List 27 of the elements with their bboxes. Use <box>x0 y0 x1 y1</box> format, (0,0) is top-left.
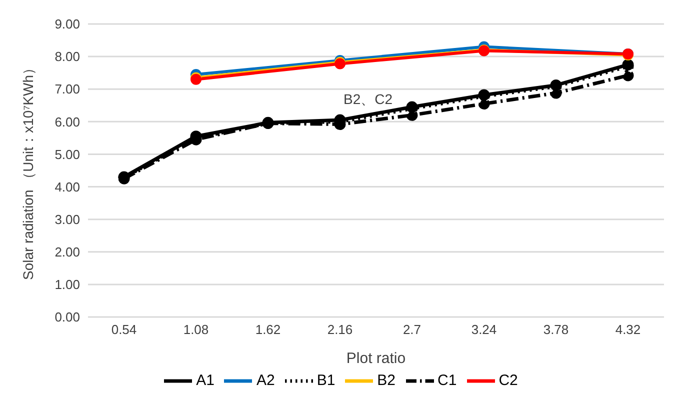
x-tick-label: 2.16 <box>327 322 353 338</box>
y-axis-title: Solar radiation （Unit：x10⁷KWh） <box>20 60 36 280</box>
y-tick-label: 7.00 <box>54 82 80 97</box>
x-tick-label: 3.24 <box>471 322 497 338</box>
legend-label: B1 <box>316 372 336 389</box>
y-tick-label: 5.00 <box>54 146 80 162</box>
legend-label: C1 <box>438 372 457 389</box>
y-tick-label: 3.00 <box>54 212 80 227</box>
x-tick-label: 4.32 <box>615 322 641 338</box>
x-tick-label: 1.08 <box>183 322 209 338</box>
legend-label: A2 <box>256 372 275 389</box>
y-tick-label: 0.00 <box>54 310 80 325</box>
annotation: B2、C2 <box>343 91 393 107</box>
legend-label: C2 <box>498 372 518 389</box>
x-tick-label: 1.62 <box>255 322 281 338</box>
legend-label: B2 <box>377 372 396 389</box>
y-tick-label: 9.00 <box>54 16 80 32</box>
y-tick-label: 1.00 <box>54 277 80 292</box>
y-tick-label: 8.00 <box>54 49 80 64</box>
y-tick-label: 4.00 <box>54 179 80 194</box>
x-tick-label: 2.7 <box>402 322 422 338</box>
y-tick-label: 2.00 <box>54 244 80 260</box>
x-axis-title: Plot ratio <box>346 350 406 367</box>
y-tick-label: 6.00 <box>54 114 80 130</box>
x-tick-label: 0.54 <box>111 322 137 338</box>
x-tick-label: 3.78 <box>543 322 569 338</box>
legend-label: A1 <box>196 372 214 389</box>
